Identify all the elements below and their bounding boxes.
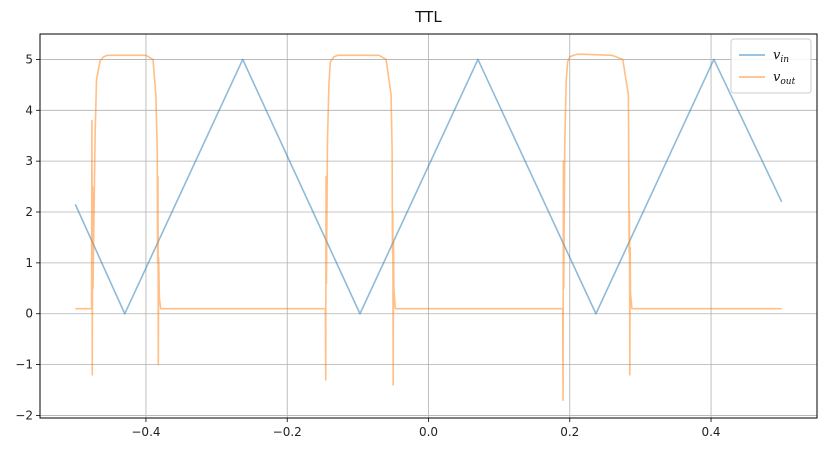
- x-tick-label: −0.2: [273, 425, 302, 439]
- x-tick-label: 0.0: [419, 425, 438, 439]
- y-tick-label: 3: [25, 154, 33, 168]
- legend-label-subscript: in: [780, 55, 789, 65]
- y-tick-label: 5: [25, 52, 33, 66]
- y-tick-label: −1: [15, 358, 33, 372]
- legend-label-subscript: out: [780, 77, 795, 87]
- chart-title: TTL: [414, 8, 442, 26]
- axes: −0.4 −0.2 0.0 0.2 0.4 −2 −1 0 1 2 3 4 5: [15, 52, 720, 439]
- legend-label: vout: [773, 70, 796, 87]
- y-tick-label: 0: [25, 307, 33, 321]
- legend-label-main: v: [773, 70, 781, 85]
- y-tick-label: 2: [25, 205, 33, 219]
- series-lines: [74, 53, 783, 402]
- y-tick-label: 1: [25, 256, 33, 270]
- series-line-v-in: [74, 58, 783, 315]
- y-tick-label: 4: [25, 103, 33, 117]
- legend-label-main: v: [773, 48, 781, 63]
- x-tick-label: 0.2: [560, 425, 579, 439]
- series-line-v-out: [75, 53, 782, 402]
- y-tick-label: −2: [15, 408, 33, 422]
- legend-label: vin: [773, 48, 789, 65]
- x-tick-label: 0.4: [701, 425, 720, 439]
- legend-box: [730, 38, 812, 94]
- grid-lines: [40, 34, 817, 418]
- x-tick-label: −0.4: [131, 425, 160, 439]
